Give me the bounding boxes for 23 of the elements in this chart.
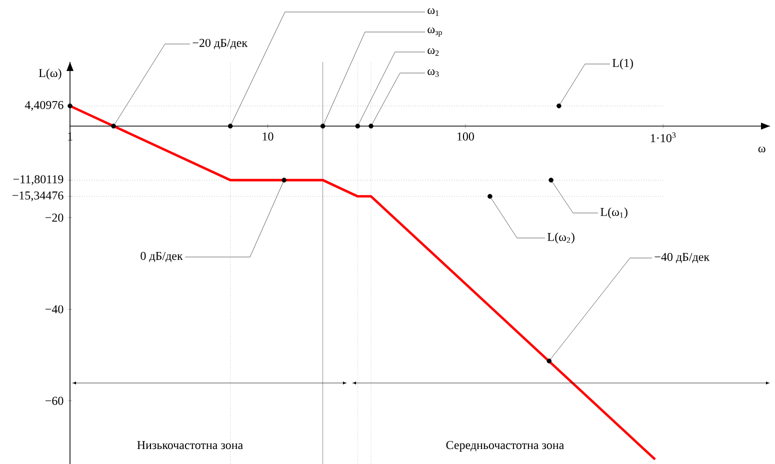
y-tick-label: −40 <box>46 305 64 314</box>
annotation: −40 дБ/дек <box>654 252 710 264</box>
annotation: ω$_{3}$ <box>428 69 439 77</box>
y-tick-label: −20 <box>46 214 64 222</box>
annotation: L(ω$_{2}$) <box>548 232 574 244</box>
x-tick-label: 100 <box>458 132 474 141</box>
annotation: ω$_{2}$ <box>428 48 439 56</box>
annotation: −20 дБ/дек <box>192 38 248 50</box>
annotation: L(ω$_{1}$) <box>600 208 628 218</box>
annotation: ω$_{зр}$ <box>428 27 442 37</box>
x-tick-label: 10 <box>262 132 274 141</box>
x-axis-title: ω <box>758 146 766 152</box>
x-tick-label: 1·10$^{3}$ <box>650 132 676 142</box>
y-tick-label: 4,40976 <box>24 100 64 111</box>
annotation: ω$_{1}$ <box>428 8 439 16</box>
annotation: L(1) <box>612 58 633 70</box>
annotation: 0 дБ/дек <box>140 252 183 262</box>
annotation: Середньочастотна зона <box>446 441 564 452</box>
y-tick-label: −15,34476 <box>12 191 64 202</box>
annotation: Низькочастотна зона <box>137 441 243 450</box>
y-tick-label: −60 <box>46 396 64 405</box>
y-axis-title: L(ω) <box>38 68 62 80</box>
y-tick-label: −11,80119 <box>13 175 64 186</box>
